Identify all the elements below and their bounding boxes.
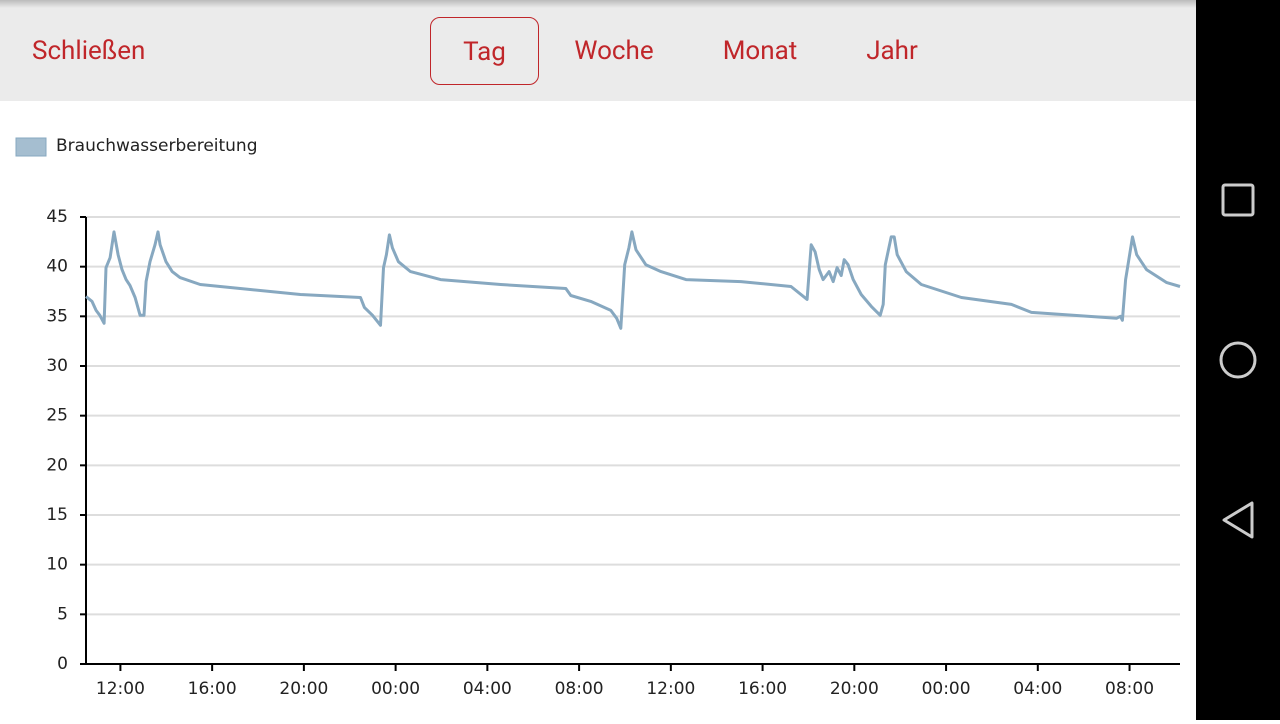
y-tick-label: 35 <box>46 306 68 326</box>
top-bar: Schließen Tag Woche Monat Jahr <box>0 0 1196 101</box>
y-tick-label: 40 <box>46 257 68 277</box>
tab[interactable]: Woche <box>574 36 654 66</box>
y-tick-label: 20 <box>46 455 68 475</box>
home-button[interactable] <box>1219 341 1257 379</box>
nav-icons <box>1219 183 1257 539</box>
x-tick-label: 08:00 <box>555 679 604 699</box>
y-tick-label: 10 <box>46 555 68 575</box>
x-tick-label: 12:00 <box>96 679 145 699</box>
x-tick-label: 16:00 <box>738 679 787 699</box>
x-tick-label: 00:00 <box>371 679 420 699</box>
chart: Brauchwasserbereitung 0 5 10 15 20 25 30 35 40 45 1… <box>15 136 1181 699</box>
y-tick-label: 15 <box>46 505 68 525</box>
y-tick-label: 5 <box>57 604 68 624</box>
x-tick-label: 16:00 <box>188 679 237 699</box>
series-line <box>85 230 1181 330</box>
y-tick-label: 25 <box>46 406 68 426</box>
x-tick-label: 20:00 <box>830 679 879 699</box>
tab[interactable]: Tag <box>430 17 539 85</box>
nav-bar <box>1196 0 1280 720</box>
x-tick-label: 04:00 <box>1013 679 1062 699</box>
y-tick-label: 30 <box>46 356 68 376</box>
y-tick-label: 0 <box>57 654 68 674</box>
recent-button[interactable] <box>1221 183 1255 217</box>
tab[interactable]: Monat <box>722 36 798 66</box>
x-tick-label: 12:00 <box>646 679 695 699</box>
x-tick-label: 20:00 <box>279 679 328 699</box>
legend-swatch <box>15 137 47 157</box>
x-tick-label: 00:00 <box>922 679 971 699</box>
back-button[interactable] <box>1222 501 1254 539</box>
legend-label: Brauchwasserbereitung <box>56 136 258 156</box>
x-tick-label: 04:00 <box>463 679 512 699</box>
x-tick-label: 08:00 <box>1105 679 1154 699</box>
y-tick-label: 45 <box>46 207 68 227</box>
close-button[interactable]: Schließen <box>32 36 146 66</box>
tab[interactable]: Jahr <box>866 36 918 66</box>
